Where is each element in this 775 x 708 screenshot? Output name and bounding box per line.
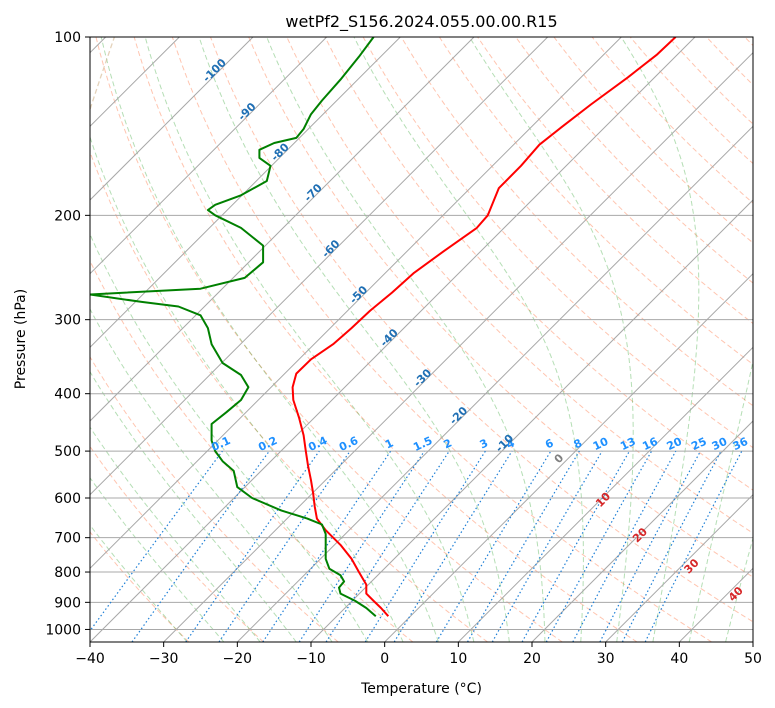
dry-adiabat-line [248,37,753,578]
x-tick-label: −40 [75,651,105,667]
moist-adiabat-line [198,37,510,642]
dry-adiabat-line [400,37,753,407]
dry-adiabat-line [438,37,753,365]
dry-adiabat-line [477,37,753,325]
isotherm-line [90,37,475,422]
dry-adiabat-line [324,37,753,491]
isobar-grid [90,37,753,630]
x-tick-label: −20 [223,651,253,667]
isotherm-line [531,420,753,642]
isotherm-line [90,37,401,349]
mixing-ratio-line [466,450,580,642]
moist-adiabat-line [688,358,753,642]
y-tick-label: 500 [54,444,81,460]
mixing-ratio-line [364,450,486,642]
x-tick-label: 20 [523,651,541,667]
dry-adiabat-line [90,150,488,642]
mixing-ratio-label: 30 [710,435,730,453]
dry-adiabat-line [95,37,563,642]
isotherm-line [236,125,753,642]
moist-adiabat-line [90,476,225,642]
y-tick-label: 200 [54,208,81,224]
moist-adiabat-line [90,232,369,642]
y-tick-label: 400 [54,387,81,403]
chart-title: wetPf2_S156.2024.055.00.00.R15 [285,12,557,32]
isotherm-grid [90,37,753,642]
isotherm-line [90,37,254,201]
mixing-ratio-line [325,450,450,642]
mixing-ratio-line [521,450,631,642]
y-tick-label: 100 [54,30,81,46]
mixing-ratio-line [131,450,270,642]
x-axis-label: Temperature (°C) [360,681,482,697]
mixing-ratio-label: 16 [640,435,660,453]
mixing-ratio-lines [90,450,743,642]
moist-adiabat-line [90,308,333,642]
dry-adiabat-line [90,355,339,642]
mixing-ratio-label: 20 [665,435,685,453]
moist-adiabat-line [353,37,584,642]
mixing-ratio-line [545,450,653,642]
background-lines [90,37,753,642]
dry-adiabat-line [591,37,753,204]
isotherm-line [90,37,549,496]
mixing-ratio-line [491,450,603,642]
isotherm-line [90,37,696,642]
dry-adiabat-line [133,37,638,642]
mixing-ratio-label: 25 [689,435,708,453]
x-tick-label: −30 [149,651,179,667]
isotherm-line [384,272,753,642]
temperature-profile-line [291,37,677,617]
y-axis-ticks: 100 200 300 400 500 600 700 800 900 1000 [45,30,90,638]
moist-adiabat-line [144,37,475,642]
mixing-ratio-line [90,450,223,632]
isotherm-line [605,493,753,642]
moist-adiabat-line [90,426,261,642]
x-axis-ticks: −40 −30 −20 −10 0 10 20 30 40 50 [75,642,762,667]
y-axis-label: Pressure (hPa) [13,289,29,389]
mixing-ratio-label: 10 [591,435,611,453]
x-tick-label: 0 [380,651,389,667]
isotherm-line [310,199,753,642]
mixing-ratio-label: 36 [731,435,751,453]
x-tick-label: 50 [744,651,762,667]
isotherm-line [457,346,753,642]
moist-adiabat-line [90,135,404,642]
mixing-ratio-line [185,450,320,642]
y-tick-label: 1000 [45,622,81,638]
y-tick-label: 700 [54,531,81,547]
mixing-ratio-line [435,450,552,642]
dry-adiabat-line [210,37,753,623]
mixing-ratio-line [572,450,677,642]
mixing-ratio-line [393,450,513,642]
x-tick-label: 30 [597,651,615,667]
mixing-ratio-label: 13 [618,435,637,453]
isotherm-line [163,51,753,642]
dry-adiabat-line [90,531,190,642]
dry-adiabat-line [171,37,712,642]
y-tick-label: 900 [54,595,81,611]
y-tick-label: 800 [54,565,81,581]
x-tick-label: 10 [449,651,467,667]
isotherm-line [90,37,328,275]
moist-adiabat-line [100,37,439,642]
profile-lines [90,37,677,617]
dry-adiabat-line [90,259,414,642]
isotherm-line [90,37,622,570]
x-tick-label: −10 [296,651,326,667]
y-tick-label: 600 [54,491,81,507]
y-tick-label: 300 [54,313,81,329]
plot-area: 0.1 0.2 0.4 0.6 1 1.5 2 3 4 6 8 10 13 16 20 25 30 36-100-… [89,36,754,643]
dry-adiabat-line [286,37,753,534]
mixing-ratio-line [218,450,351,642]
moist-adiabat-line [620,37,700,642]
plot-background [90,37,753,642]
moist-adiabat-line [266,37,546,642]
dry-adiabat-line [553,37,753,244]
plot-frame [89,36,754,643]
moist-adiabat-line [725,536,753,642]
x-tick-label: 40 [670,651,688,667]
dewpoint-profile-line [90,37,377,617]
